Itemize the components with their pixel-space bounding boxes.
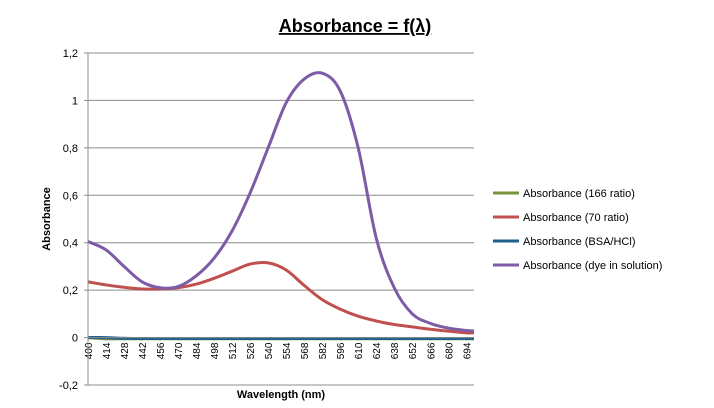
x-axis-title: Wavelength (nm) [237, 389, 326, 401]
axes [87, 53, 474, 385]
x-tick-label: 428 [120, 342, 131, 359]
x-tick-label: 498 [210, 342, 221, 359]
series-layer [87, 71, 475, 341]
series-line-3 [87, 71, 475, 333]
y-tick-label: 0,8 [63, 143, 78, 155]
x-tick-label: 554 [282, 342, 293, 359]
x-tick-label: 596 [336, 342, 347, 359]
y-axis-ticks: -0,2 0 0,2 0,4 0,6 0,8 1 1,2 [59, 48, 88, 392]
x-tick-label: 400 [84, 342, 95, 359]
x-tick-label: 666 [426, 342, 437, 359]
x-tick-label: 470 [174, 342, 185, 359]
legend-label: Absorbance (BSA/HCl) [523, 236, 636, 248]
chart-title: Absorbance = f(λ) [279, 16, 432, 36]
x-axis-ticks: 400 414 428 442 456 470 484 498 512 526 540 554 568 5… [84, 337, 473, 359]
x-tick-label: 526 [246, 342, 257, 359]
x-tick-label: 694 [462, 342, 473, 359]
x-tick-label: 638 [390, 342, 401, 359]
x-tick-label: 624 [372, 342, 383, 359]
y-tick-label: 1 [72, 95, 78, 107]
y-tick-label: 0,6 [63, 190, 78, 202]
y-tick-label: -0,2 [59, 380, 78, 392]
x-tick-label: 568 [300, 342, 311, 359]
y-tick-label: 0,4 [63, 238, 78, 250]
x-tick-label: 652 [408, 342, 419, 359]
legend: Absorbance (166 ratio) Absorbance (70 rat… [493, 188, 662, 272]
x-tick-label: 680 [444, 342, 455, 359]
x-tick-label: 456 [156, 342, 167, 359]
x-tick-label: 414 [102, 342, 113, 359]
y-tick-label: 0 [72, 333, 78, 345]
series-line-1 [87, 260, 475, 335]
y-tick-label: 1,2 [63, 48, 78, 60]
x-tick-label: 442 [138, 342, 149, 359]
series-line-2 [87, 336, 474, 341]
legend-label: Absorbance (dye in solution) [523, 260, 662, 272]
x-tick-label: 540 [264, 342, 275, 359]
legend-label: Absorbance (166 ratio) [523, 188, 635, 200]
y-tick-label: 0,2 [63, 285, 78, 297]
legend-label: Absorbance (70 ratio) [523, 212, 629, 224]
x-tick-label: 582 [318, 342, 329, 359]
y-axis-title: Absorbance [41, 187, 53, 251]
x-tick-label: 512 [228, 342, 239, 359]
x-tick-label: 484 [192, 342, 203, 359]
x-tick-label: 610 [354, 342, 365, 359]
